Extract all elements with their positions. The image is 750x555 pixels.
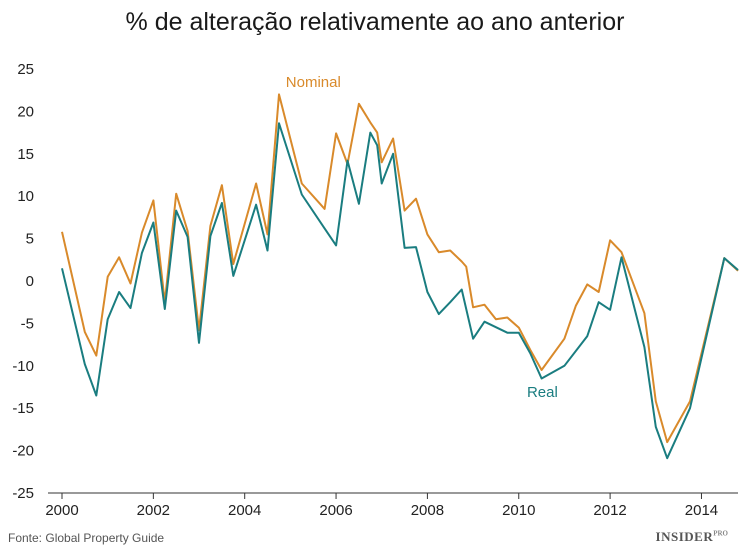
y-tick-label: 10 [17,188,34,205]
y-axis-ticks: -25 -20 -15 -10 -5 0 5 10 15 20 25 [12,61,34,502]
y-tick-label: -5 [21,315,34,332]
y-tick-label: -15 [12,400,34,417]
x-tick-label: 2002 [137,502,170,519]
x-tick-label: 2000 [45,502,78,519]
series-line-real [61,122,739,460]
x-tick-label: 2008 [411,502,444,519]
y-tick-label: 25 [17,61,34,78]
y-tick-label: 15 [17,146,34,163]
x-tick-label: 2004 [228,502,261,519]
y-tick-label: -20 [12,443,34,460]
x-tick-label: 2014 [685,502,718,519]
source-note: Fonte: Global Property Guide [8,531,165,545]
x-tick-label: 2010 [502,502,535,519]
x-axis-ticks: 2000 2002 2004 2006 2008 2010 2012 2014 [45,493,718,519]
series-label-real: Real [527,384,558,401]
y-tick-label: -10 [12,358,34,375]
x-tick-label: 2006 [319,502,352,519]
brand-logo: INSIDERPRO [656,529,728,545]
y-tick-label: 5 [26,231,34,248]
x-tick-label: 2012 [593,502,626,519]
series-line-nominal [61,93,739,444]
brand-superscript: PRO [713,529,728,538]
y-tick-label: 0 [26,273,34,290]
y-tick-label: 20 [17,103,34,120]
series-label-nominal: Nominal [286,74,341,91]
brand-name: INSIDER [655,529,714,544]
y-tick-label: -25 [12,485,34,502]
series-lines [61,93,739,460]
chart-title: % de alteração relativamente ao ano ante… [125,8,625,36]
